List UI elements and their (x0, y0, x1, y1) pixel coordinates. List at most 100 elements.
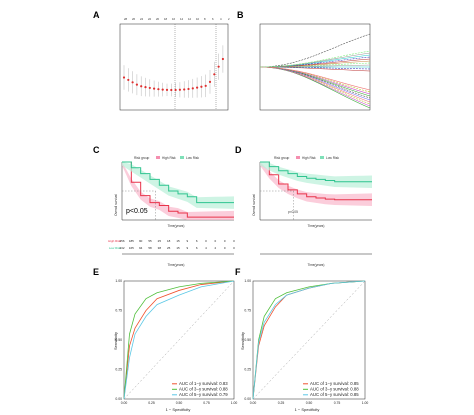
b-coef-path (259, 66, 371, 103)
risk-cell: 232 (119, 246, 124, 250)
km-line-0 (122, 161, 234, 218)
risk-cell: 90 (139, 239, 143, 243)
roc-xtick: 0.25 (148, 401, 155, 405)
roc-ytick: 0.50 (115, 338, 122, 342)
km-line-0 (260, 161, 372, 201)
risk-cell: 0 (233, 246, 235, 250)
a-point (140, 85, 143, 88)
km-line-1 (122, 161, 234, 204)
b-coef-path (259, 33, 371, 68)
a-point (131, 81, 134, 84)
c-legend-low: Low Risk (186, 156, 199, 160)
a-point (161, 88, 164, 91)
a-point (183, 88, 186, 91)
risk-cell: 9 (186, 246, 188, 250)
panel-f-roc: 0.000.00 0.25 0.25 0.50 0.50 0.75 0.75 1.00 1.00… (240, 279, 368, 412)
roc-legend-text: AUC of 1−y survival: 0.85 (310, 381, 359, 386)
roc-ytick: 0.25 (115, 368, 122, 372)
a-top-tick: 24 (140, 17, 144, 21)
a-top-tick: 10 (196, 17, 200, 21)
roc-xtick: 0.00 (250, 401, 257, 405)
a-point (178, 88, 181, 91)
km-ci-band-0 (260, 162, 372, 206)
roc-legend-text: AUC of 1−y survival: 0.83 (179, 381, 228, 386)
a-point (165, 88, 169, 91)
d-ylabel: Overall survival (252, 194, 256, 216)
b-coef-path (259, 66, 371, 99)
risk-cell: 58 (148, 246, 152, 250)
roc-ytick: 0.00 (244, 397, 251, 401)
c-legend-high: High Risk (162, 156, 176, 160)
risk-cell: 6 (196, 246, 198, 250)
a-top-tick: 6 (212, 17, 214, 21)
km-ci-band-0 (122, 162, 234, 220)
a-point (187, 87, 190, 91)
roc-ytick: 0.75 (244, 309, 251, 313)
b-coef-path (259, 66, 371, 107)
d-pvalue: p<0.05 (288, 210, 298, 214)
risk-cell: 15 (176, 239, 180, 243)
c-pvalue: p<0.05 (126, 208, 148, 215)
roc-xtick: 0.25 (278, 401, 285, 405)
risk-cell: 25 (158, 239, 162, 243)
b-coef-path (259, 66, 371, 91)
a-point (153, 87, 156, 90)
risk-cell: 0 (224, 246, 226, 250)
panel-label-e: E (93, 267, 99, 277)
d-legend-high-swatch (296, 156, 300, 159)
panel-c-km: Risk group High Risk Low Risk Overall su… (108, 156, 235, 267)
roc-curve-2 (123, 280, 235, 400)
c-xlabel: Time(years) (168, 224, 185, 228)
a-top-tick: 22 (148, 17, 152, 21)
a-top-tick: 26 (132, 17, 136, 21)
risk-row-label: Low Risk (109, 246, 122, 250)
a-top-tick: 2 (228, 17, 230, 21)
a-point (174, 88, 177, 92)
risk-cell: 0 (233, 239, 235, 243)
a-point (200, 85, 203, 88)
panel-label-f: F (235, 267, 241, 277)
risk-cell: 0 (205, 239, 207, 243)
c-ylabel: Overall survival (114, 194, 118, 216)
risk-cell: 0 (224, 239, 226, 243)
roc-ytick: 1.00 (115, 279, 122, 283)
panel-label-d: D (235, 145, 242, 155)
d-legend-low-swatch (320, 156, 324, 159)
roc-curve-1 (123, 280, 235, 400)
roc-ytick: 0.75 (115, 309, 122, 313)
a-point (122, 76, 126, 79)
d-legend-title: Risk group (274, 156, 289, 160)
risk-cell: 9 (186, 239, 188, 243)
d-legend-low: Low Risk (326, 156, 339, 160)
a-point (135, 83, 138, 86)
roc-xtick: 0.75 (203, 401, 210, 405)
panel-a-lasso-cv: 28 26 24 22 20 18 16 14 12 10 8 6 4 2 (119, 17, 230, 111)
roc-frame (123, 280, 235, 400)
roc-frame (252, 280, 366, 400)
roc-xtick: 0.50 (306, 401, 313, 405)
a-top-tick: 20 (156, 17, 160, 21)
a-top-tick: 18 (164, 17, 168, 21)
roc-curve-2 (252, 280, 366, 400)
roc-ytick: 0.00 (115, 397, 122, 401)
roc-ytick: 0.25 (244, 368, 251, 372)
risk-cell: 94 (139, 246, 143, 250)
a-point (191, 87, 194, 90)
risk-cell: 25 (167, 246, 171, 250)
a-point (213, 73, 216, 76)
roc-legend-text: AUC of 3−y survival: 0.88 (179, 387, 228, 392)
panel-label-c: C (93, 145, 100, 155)
a-point (170, 88, 173, 92)
a-top-tick: 8 (204, 17, 206, 21)
a-point (157, 88, 160, 91)
e-ylabel: Sensitivity (113, 332, 118, 350)
risk-cell: 6 (196, 239, 198, 243)
c-legend-title: Risk group (134, 156, 149, 160)
a-point (196, 86, 199, 89)
a-frame (119, 23, 229, 111)
c-risk-xlabel: Time(years) (168, 263, 185, 267)
panel-label-b: B (237, 10, 244, 20)
km-ci-band-1 (122, 162, 234, 209)
d-legend-high: High Risk (302, 156, 316, 160)
